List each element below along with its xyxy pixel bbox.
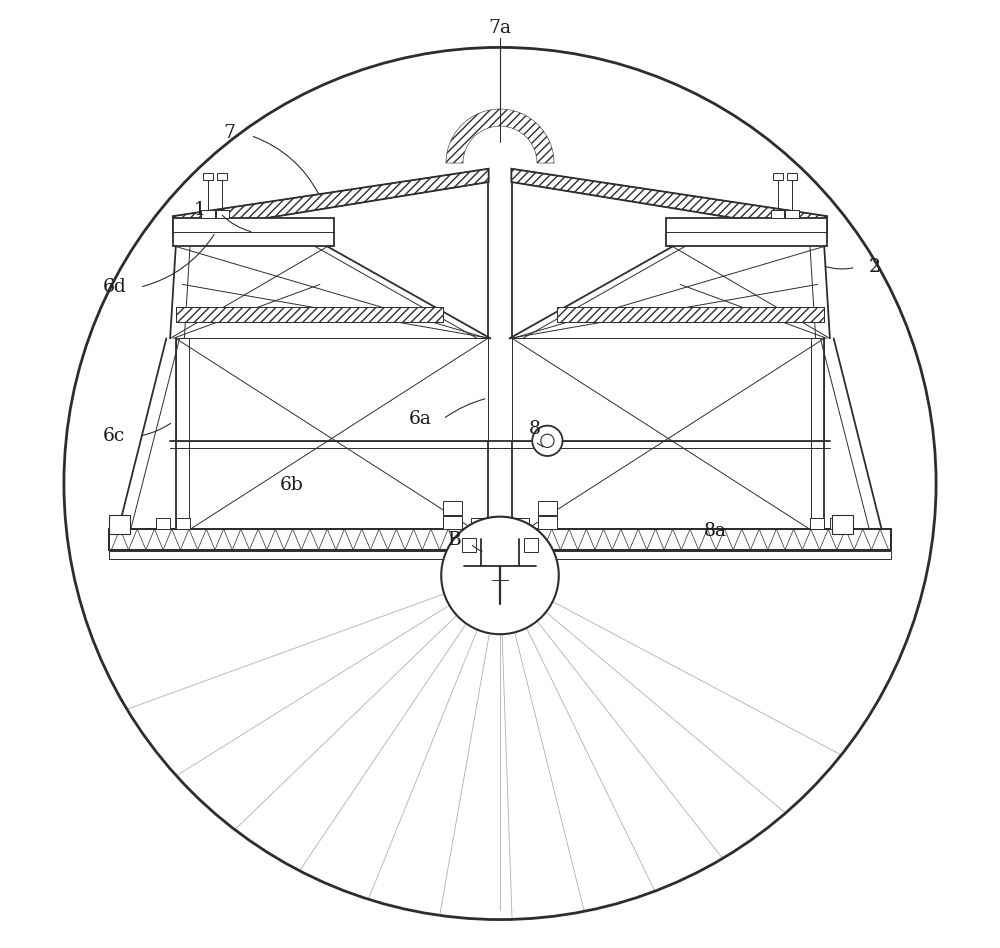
Polygon shape bbox=[173, 169, 489, 233]
Polygon shape bbox=[462, 538, 476, 552]
Text: B: B bbox=[448, 532, 461, 549]
Bar bbox=[666, 218, 827, 246]
Bar bbox=[176, 518, 190, 529]
Text: 6c: 6c bbox=[103, 428, 125, 445]
Text: 8a: 8a bbox=[704, 522, 727, 539]
Text: 7: 7 bbox=[224, 124, 236, 141]
Bar bbox=[109, 529, 891, 550]
Bar bbox=[785, 210, 799, 218]
FancyArrowPatch shape bbox=[472, 545, 482, 551]
Polygon shape bbox=[557, 307, 824, 322]
Bar bbox=[515, 518, 529, 529]
Bar bbox=[810, 518, 824, 529]
Bar bbox=[495, 518, 509, 529]
FancyArrowPatch shape bbox=[222, 215, 251, 231]
Bar bbox=[832, 515, 853, 534]
Bar bbox=[216, 210, 229, 218]
Bar bbox=[773, 173, 783, 180]
Bar bbox=[830, 518, 844, 529]
FancyArrowPatch shape bbox=[445, 399, 485, 417]
Circle shape bbox=[532, 426, 563, 456]
FancyArrowPatch shape bbox=[825, 266, 853, 269]
Text: 1: 1 bbox=[194, 202, 205, 219]
FancyArrowPatch shape bbox=[537, 444, 543, 447]
Bar bbox=[156, 518, 170, 529]
Bar bbox=[109, 529, 891, 550]
Text: 2: 2 bbox=[868, 259, 880, 276]
Bar bbox=[173, 218, 334, 246]
Text: 8: 8 bbox=[529, 421, 541, 438]
Bar bbox=[787, 173, 797, 180]
Wedge shape bbox=[446, 109, 554, 163]
Bar bbox=[491, 518, 505, 529]
Polygon shape bbox=[176, 307, 443, 322]
Bar bbox=[443, 501, 462, 515]
FancyArrowPatch shape bbox=[142, 424, 171, 435]
Bar bbox=[109, 515, 130, 534]
Text: 6b: 6b bbox=[280, 477, 303, 494]
Bar bbox=[538, 516, 557, 529]
Bar bbox=[443, 516, 462, 529]
Text: 7a: 7a bbox=[488, 20, 512, 37]
Bar bbox=[538, 501, 557, 515]
Bar bbox=[771, 210, 784, 218]
Text: 6d: 6d bbox=[102, 279, 126, 296]
FancyArrowPatch shape bbox=[253, 137, 319, 193]
Bar bbox=[201, 210, 215, 218]
Bar bbox=[203, 173, 213, 180]
Polygon shape bbox=[512, 338, 824, 441]
Polygon shape bbox=[176, 338, 488, 441]
Bar bbox=[217, 173, 227, 180]
Text: 6a: 6a bbox=[409, 410, 432, 428]
Bar bbox=[109, 551, 891, 559]
Circle shape bbox=[441, 517, 559, 634]
Polygon shape bbox=[524, 538, 538, 552]
Bar bbox=[471, 518, 485, 529]
FancyArrowPatch shape bbox=[142, 234, 214, 286]
Polygon shape bbox=[511, 169, 827, 233]
